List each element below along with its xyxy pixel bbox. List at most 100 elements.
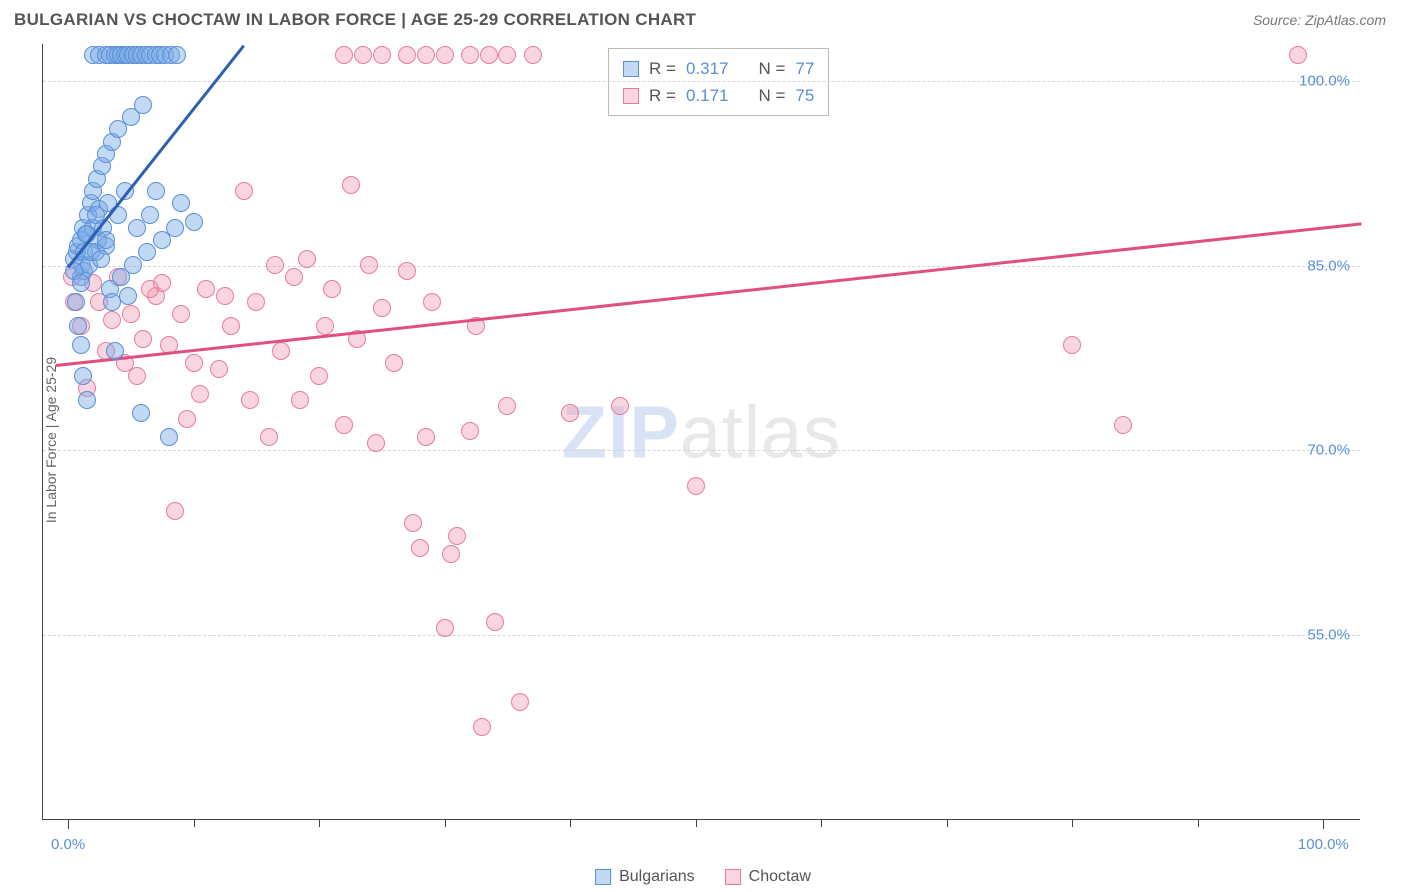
ytick-label: 70.0%	[1307, 442, 1350, 459]
n-value-bulgarians: 77	[795, 55, 814, 82]
point-choctaw	[360, 256, 378, 274]
stats-legend-box: R = 0.317 N = 77 R = 0.171 N = 75	[608, 48, 829, 116]
point-choctaw	[241, 391, 259, 409]
correlation-chart: BULGARIAN VS CHOCTAW IN LABOR FORCE | AG…	[0, 0, 1406, 892]
point-choctaw	[342, 176, 360, 194]
point-choctaw	[291, 391, 309, 409]
point-choctaw	[411, 539, 429, 557]
point-bulgarians	[103, 293, 121, 311]
watermark-atlas: atlas	[680, 390, 841, 473]
point-bulgarians	[106, 342, 124, 360]
point-choctaw	[480, 46, 498, 64]
point-choctaw	[185, 354, 203, 372]
xtick	[1198, 819, 1199, 827]
point-choctaw	[398, 46, 416, 64]
point-bulgarians	[72, 336, 90, 354]
ytick-label: 100.0%	[1299, 72, 1350, 89]
point-choctaw	[442, 545, 460, 563]
xtick	[68, 819, 69, 829]
swatch-bulgarians	[595, 869, 611, 885]
point-choctaw	[404, 514, 422, 532]
point-choctaw	[141, 280, 159, 298]
point-bulgarians	[185, 213, 203, 231]
xtick	[445, 819, 446, 827]
point-bulgarians	[160, 428, 178, 446]
point-bulgarians	[78, 391, 96, 409]
chart-title: BULGARIAN VS CHOCTAW IN LABOR FORCE | AG…	[14, 10, 696, 30]
point-bulgarians	[132, 404, 150, 422]
point-choctaw	[235, 182, 253, 200]
point-bulgarians	[92, 250, 110, 268]
stats-row-bulgarians: R = 0.317 N = 77	[623, 55, 814, 82]
point-choctaw	[134, 330, 152, 348]
xtick	[1072, 819, 1073, 827]
r-value-choctaw: 0.171	[686, 82, 729, 109]
point-choctaw	[266, 256, 284, 274]
point-choctaw	[172, 305, 190, 323]
point-choctaw	[285, 268, 303, 286]
point-choctaw	[561, 404, 579, 422]
swatch-choctaw	[623, 88, 639, 104]
xtick	[947, 819, 948, 827]
point-bulgarians	[141, 206, 159, 224]
point-choctaw	[687, 477, 705, 495]
point-bulgarians	[74, 367, 92, 385]
r-label: R =	[649, 55, 676, 82]
point-choctaw	[417, 428, 435, 446]
point-choctaw	[385, 354, 403, 372]
point-choctaw	[417, 46, 435, 64]
title-bar: BULGARIAN VS CHOCTAW IN LABOR FORCE | AG…	[0, 0, 1406, 36]
point-choctaw	[103, 311, 121, 329]
point-choctaw	[473, 718, 491, 736]
xtick-label: 0.0%	[51, 836, 85, 853]
point-choctaw	[498, 46, 516, 64]
y-axis-label: In Labor Force | Age 25-29	[43, 356, 59, 522]
point-bulgarians	[138, 243, 156, 261]
point-choctaw	[354, 46, 372, 64]
n-label: N =	[758, 55, 785, 82]
point-choctaw	[222, 317, 240, 335]
source-attribution: Source: ZipAtlas.com	[1253, 12, 1386, 28]
point-bulgarians	[97, 231, 115, 249]
xtick-label: 100.0%	[1298, 836, 1349, 853]
ytick-label: 85.0%	[1307, 257, 1350, 274]
point-choctaw	[511, 693, 529, 711]
point-bulgarians	[72, 274, 90, 292]
xtick	[821, 819, 822, 827]
point-choctaw	[1114, 416, 1132, 434]
point-choctaw	[423, 293, 441, 311]
ytick-label: 55.0%	[1307, 627, 1350, 644]
swatch-choctaw	[725, 869, 741, 885]
point-bulgarians	[134, 96, 152, 114]
point-choctaw	[166, 502, 184, 520]
point-bulgarians	[168, 46, 186, 64]
point-bulgarians	[172, 194, 190, 212]
point-choctaw	[498, 397, 516, 415]
bottom-legend: Bulgarians Choctaw	[595, 868, 811, 886]
point-choctaw	[436, 46, 454, 64]
point-choctaw	[1063, 336, 1081, 354]
legend-label-bulgarians: Bulgarians	[619, 868, 695, 886]
point-choctaw	[398, 262, 416, 280]
n-value-choctaw: 75	[795, 82, 814, 109]
point-choctaw	[247, 293, 265, 311]
r-label: R =	[649, 82, 676, 109]
gridline	[43, 635, 1360, 636]
point-choctaw	[436, 619, 454, 637]
point-choctaw	[335, 46, 353, 64]
point-choctaw	[373, 299, 391, 317]
point-choctaw	[486, 613, 504, 631]
point-choctaw	[461, 422, 479, 440]
point-bulgarians	[67, 293, 85, 311]
point-choctaw	[272, 342, 290, 360]
gridline	[43, 266, 1360, 267]
point-bulgarians	[69, 317, 87, 335]
legend-item-choctaw: Choctaw	[725, 868, 811, 886]
point-choctaw	[210, 360, 228, 378]
point-bulgarians	[119, 287, 137, 305]
point-choctaw	[178, 410, 196, 428]
swatch-bulgarians	[623, 61, 639, 77]
xtick	[194, 819, 195, 827]
legend-item-bulgarians: Bulgarians	[595, 868, 695, 886]
gridline	[43, 450, 1360, 451]
